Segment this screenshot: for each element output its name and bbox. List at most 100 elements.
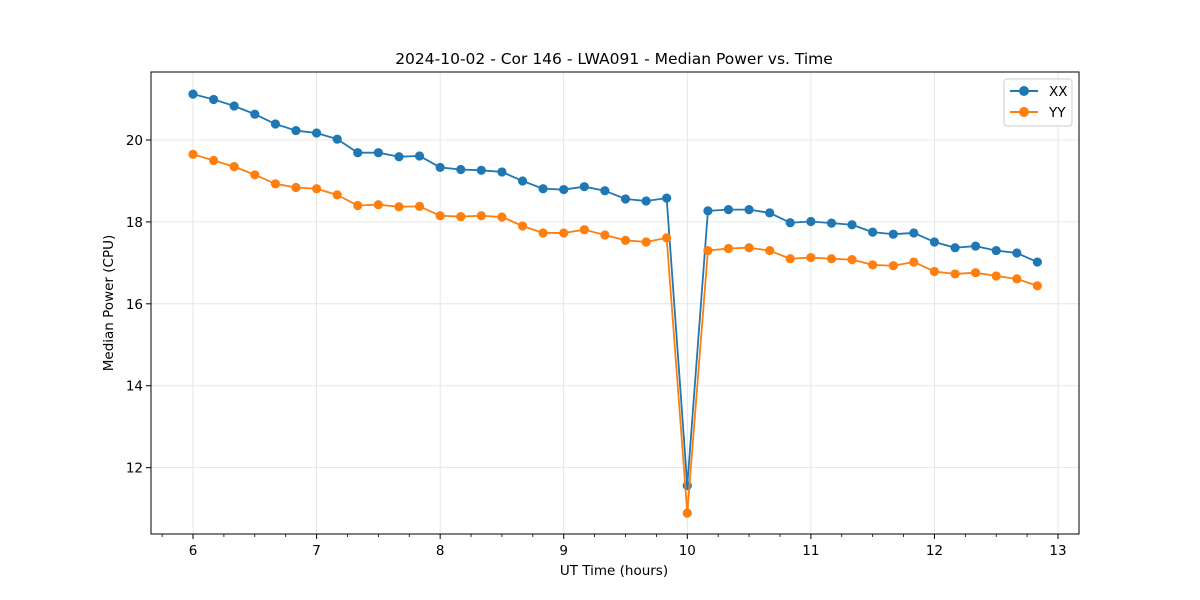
- series-yy: [188, 149, 1042, 518]
- data-point-xx: [929, 237, 940, 247]
- data-point-yy: [538, 228, 548, 238]
- data-point-xx: [868, 227, 878, 237]
- data-point-yy: [332, 190, 342, 200]
- data-point-yy: [517, 221, 528, 231]
- x-tick-label: 7: [312, 543, 321, 559]
- y-tick-label: 12: [126, 461, 143, 477]
- series-xx: [188, 89, 1042, 491]
- data-point-yy: [414, 201, 425, 211]
- data-point-yy: [373, 200, 383, 210]
- data-point-xx: [950, 243, 960, 253]
- data-point-yy: [353, 200, 363, 211]
- data-point-xx: [579, 182, 589, 192]
- ticks: 6 7 8 9 10 11 12 13 12 14 16 18 20: [126, 133, 1067, 559]
- data-point-yy: [456, 211, 466, 222]
- data-point-yy: [579, 225, 589, 235]
- data-point-yy: [435, 211, 445, 221]
- y-tick-label: 18: [126, 215, 143, 231]
- data-point-xx: [744, 205, 754, 215]
- data-point-yy: [682, 508, 692, 518]
- data-point-yy: [229, 162, 239, 172]
- data-point-xx: [909, 228, 919, 238]
- axes-frame: [150, 71, 1080, 535]
- data-point-xx: [1032, 257, 1042, 267]
- series-line-xx: [192, 93, 1038, 487]
- legend-label-xx: XX: [1049, 84, 1068, 100]
- data-point-yy: [209, 155, 219, 166]
- data-point-xx: [765, 208, 775, 218]
- data-point-yy: [476, 211, 486, 221]
- data-point-yy: [250, 170, 260, 180]
- data-point-yy: [270, 179, 281, 189]
- data-point-xx: [476, 165, 486, 175]
- series-layer: [188, 89, 1042, 518]
- data-point-xx: [291, 125, 301, 136]
- data-point-yy: [785, 254, 795, 264]
- y-tick-label: 16: [126, 297, 143, 313]
- data-point-yy: [559, 228, 569, 238]
- data-point-xx: [209, 94, 219, 105]
- data-point-yy: [970, 268, 981, 278]
- chart-title: 2024-10-02 - Cor 146 - LWA091 - Median P…: [395, 50, 833, 68]
- data-point-yy: [723, 243, 734, 254]
- data-point-yy: [394, 202, 404, 212]
- data-point-xx: [703, 206, 713, 216]
- data-point-yy: [847, 254, 857, 265]
- series-line-yy: [192, 153, 1038, 515]
- data-point-xx: [723, 205, 734, 215]
- data-point-xx: [497, 167, 507, 177]
- data-point-yy: [1012, 274, 1022, 284]
- data-point-yy: [620, 235, 631, 245]
- data-point-yy: [311, 184, 322, 194]
- data-point-xx: [414, 151, 425, 161]
- data-point-xx: [559, 184, 569, 195]
- y-axis-label: Median Power (CPU): [101, 235, 117, 371]
- data-point-yy: [497, 212, 507, 222]
- x-tick-label: 11: [802, 543, 819, 559]
- data-point-xx: [600, 186, 610, 196]
- data-point-xx: [270, 119, 281, 129]
- data-point-xx: [1012, 248, 1022, 258]
- data-point-xx: [250, 109, 260, 119]
- data-point-yy: [991, 271, 1001, 281]
- data-point-xx: [847, 220, 857, 230]
- data-point-yy: [1032, 281, 1042, 291]
- data-point-yy: [600, 230, 610, 240]
- x-tick-label: 12: [926, 543, 943, 559]
- y-tick-label: 20: [126, 133, 143, 149]
- x-tick-label: 6: [189, 543, 198, 559]
- data-point-yy: [703, 245, 713, 256]
- data-point-xx: [188, 89, 198, 99]
- data-point-yy: [806, 252, 816, 263]
- data-point-xx: [435, 162, 445, 173]
- data-point-xx: [826, 218, 837, 228]
- data-point-xx: [353, 148, 363, 158]
- data-point-xx: [970, 241, 981, 251]
- data-point-yy: [744, 243, 754, 253]
- x-tick-label: 9: [559, 543, 568, 559]
- legend: XX YY: [1003, 78, 1073, 127]
- data-point-xx: [311, 128, 322, 138]
- legend-marker-yy: [1019, 107, 1029, 117]
- y-tick-label: 14: [126, 379, 143, 395]
- data-point-yy: [641, 237, 651, 247]
- data-point-yy: [909, 257, 919, 267]
- data-point-yy: [929, 266, 940, 277]
- data-point-xx: [332, 134, 342, 144]
- data-point-yy: [662, 233, 672, 243]
- data-point-xx: [538, 184, 548, 194]
- data-point-xx: [662, 193, 672, 203]
- grid: [151, 72, 1079, 534]
- data-point-yy: [765, 245, 775, 256]
- data-point-xx: [785, 218, 795, 228]
- x-tick-label: 13: [1049, 543, 1066, 559]
- x-tick-label: 8: [436, 543, 445, 559]
- data-point-xx: [806, 216, 816, 227]
- data-point-xx: [620, 194, 631, 204]
- data-point-xx: [991, 245, 1001, 256]
- x-tick-label: 10: [679, 543, 696, 559]
- data-point-xx: [456, 164, 466, 175]
- x-axis-label: UT Time (hours): [560, 563, 668, 579]
